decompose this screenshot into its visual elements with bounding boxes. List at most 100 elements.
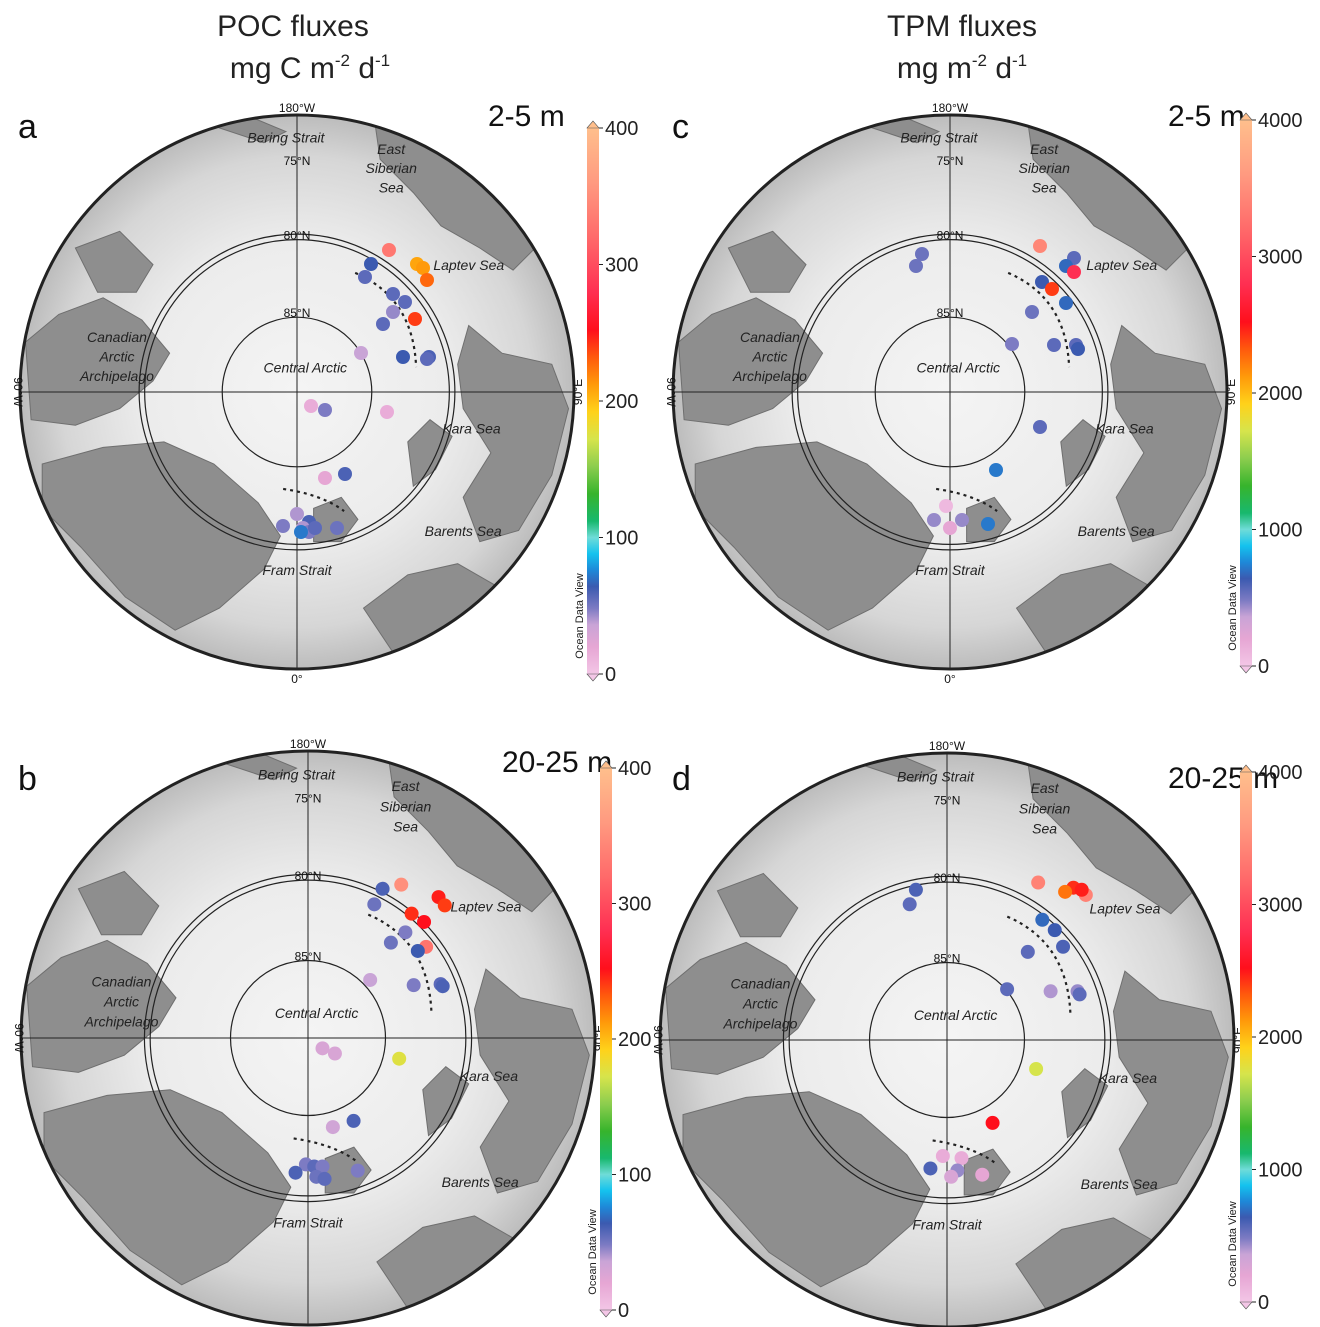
station-marker — [386, 305, 400, 319]
odv-credit: Ocean Data View — [1227, 1201, 1239, 1286]
colorbar-tick-label: 100 — [618, 1165, 651, 1187]
station-marker — [420, 352, 434, 366]
region-canadian-1: Canadian — [91, 973, 151, 989]
region-east-siberian-1: East — [377, 141, 406, 157]
region-central: Central Arctic — [275, 1005, 359, 1021]
label-180w: 180°W — [929, 739, 966, 753]
label-0: 0° — [944, 672, 956, 686]
panel-letter: a — [18, 108, 37, 146]
shelf-break-fram — [932, 1139, 997, 1165]
station-marker — [410, 943, 425, 958]
region-kara: Kara Sea — [1099, 1070, 1158, 1086]
region-bering: Bering Strait — [897, 769, 975, 785]
colorbar-tick-label: 2000 — [1258, 383, 1303, 405]
station-marker — [383, 935, 398, 950]
colorbar-min-arrow — [1239, 665, 1253, 674]
station-marker — [406, 978, 421, 993]
label-80n: 80°N — [934, 871, 961, 885]
station-marker — [346, 1113, 361, 1128]
station-marker — [1033, 239, 1047, 253]
map-border — [18, 113, 576, 671]
region-central: Central Arctic — [917, 360, 1001, 376]
region-fram: Fram Strait — [912, 1216, 982, 1232]
label-80n: 80°N — [295, 869, 322, 883]
land-taimyr — [457, 324, 570, 543]
region-canadian-2: Arctic — [751, 349, 787, 365]
station-marker — [317, 1171, 332, 1186]
depth-label: 2-5 m — [1168, 100, 1245, 133]
station-marker — [398, 295, 412, 309]
station-marker — [915, 247, 929, 261]
station-marker — [435, 979, 450, 994]
station-marker — [304, 399, 318, 413]
region-barents: Barents Sea — [425, 523, 502, 539]
station-marker — [1035, 275, 1049, 289]
region-canadian-3: Archipelago — [83, 1014, 158, 1030]
colorbar-min-arrow — [586, 673, 600, 682]
colorbar-tick-label: 0 — [605, 664, 616, 686]
region-canadian-3: Archipelago — [732, 368, 807, 384]
station-marker — [398, 925, 413, 940]
station-marker — [417, 914, 432, 929]
colorbar-tick-label: 0 — [618, 1300, 629, 1322]
land-canada — [677, 297, 824, 426]
station-marker — [1059, 296, 1073, 310]
station-marker — [989, 463, 1003, 477]
map-border — [658, 751, 1236, 1327]
land-greenland — [682, 1091, 931, 1288]
label-85n: 85°N — [937, 306, 964, 320]
colorbar — [1240, 772, 1252, 1302]
station-marker — [1000, 982, 1015, 997]
colorbar-tick-label: 400 — [605, 118, 638, 140]
station-marker — [308, 521, 322, 535]
label-90e: 90°E — [571, 379, 585, 405]
label-75n: 75°N — [284, 154, 311, 168]
label-85n: 85°N — [295, 950, 322, 964]
station-marker — [327, 1046, 342, 1061]
label-85n: 85°N — [284, 306, 311, 320]
region-east-siberian-2: Siberian — [380, 798, 432, 814]
station-marker — [315, 1159, 330, 1174]
panel-a: a 2-5 m 180°W 0° 90°W 90°E 75°N 80°N 85°N Bering … — [11, 100, 638, 686]
panel-c: c 2-5 m 180°W 0° 90°W 90°E 75°N 80°N 85°N Bering … — [664, 100, 1303, 686]
colorbar-tick-label: 4000 — [1258, 110, 1303, 132]
colorbar — [1240, 120, 1252, 666]
label-80n: 80°N — [284, 229, 311, 243]
station-marker — [396, 350, 410, 364]
tpm-title: TPM fluxes — [887, 10, 1037, 43]
colorbar-max-arrow — [1239, 112, 1253, 121]
station-marker — [358, 270, 372, 284]
region-fram: Fram Strait — [262, 562, 332, 578]
region-bering: Bering Strait — [258, 767, 336, 783]
shelf-break-east — [354, 271, 418, 368]
depth-label: 2-5 m — [488, 100, 565, 133]
station-marker — [1043, 984, 1058, 999]
land-taimyr — [1110, 324, 1223, 543]
station-marker — [382, 243, 396, 257]
station-marker — [981, 517, 995, 531]
land-novaya — [422, 1066, 470, 1137]
colorbar-tick-label: 100 — [605, 528, 638, 550]
odv-credit: Ocean Data View — [587, 1209, 599, 1294]
station-marker — [1071, 342, 1085, 356]
label-180w: 180°W — [290, 737, 327, 751]
label-0: 0° — [291, 672, 303, 686]
colorbar-tick-label: 300 — [618, 894, 651, 916]
region-east-siberian-3: Sea — [393, 818, 418, 834]
station-marker — [954, 1151, 969, 1166]
colorbar-tick-label: 0 — [1258, 656, 1269, 678]
station-marker — [923, 1161, 938, 1176]
label-90e: 90°E — [1224, 379, 1238, 405]
station-marker — [408, 312, 422, 326]
colorbar-max-arrow — [586, 120, 600, 129]
colorbar-tick-label: 3000 — [1258, 247, 1303, 269]
colorbar-min-arrow — [1239, 1301, 1253, 1310]
land-novaya — [407, 419, 453, 488]
region-canadian-1: Canadian — [87, 329, 147, 345]
colorbar — [587, 128, 599, 674]
poc-units: mg C m-2 d-1 — [230, 51, 390, 85]
station-marker — [1058, 884, 1073, 899]
colorbar-tick-label: 400 — [618, 758, 651, 780]
colorbar-max-arrow — [1239, 764, 1253, 773]
